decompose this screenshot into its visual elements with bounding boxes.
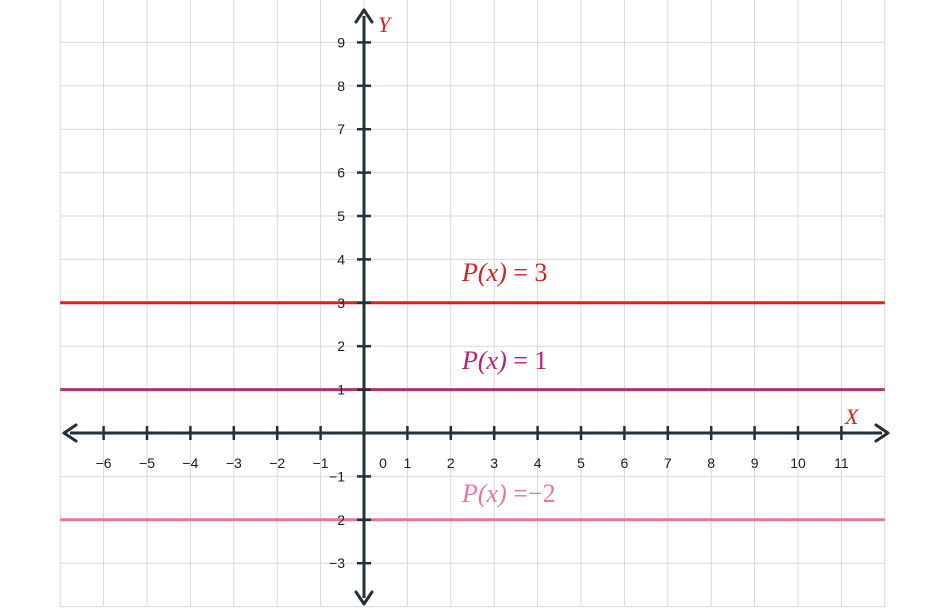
x-tick-label: 3 [490,455,498,471]
y-tick-label: 9 [337,34,345,50]
y-tick-label: 7 [337,121,345,137]
y-tick-label: −1 [329,468,345,484]
y-tick-label: 2 [337,338,345,354]
tick-labels: −6 −5 −4 −3 −2 −1 0 1 2 3 4 5 6 7 8 9 10 11 9 8 7 6 5 4 3 2 1 −1 2 −3 [96,34,849,571]
x-tick-label: −1 [313,455,329,471]
label-m2-rest: =−2 [507,479,556,508]
x-tick-label: 10 [790,455,806,471]
x-tick-label: 4 [534,455,542,471]
y-tick-label: 5 [337,208,345,224]
x-tick-label: 7 [664,455,672,471]
x-tick-label: 2 [447,455,455,471]
axes [62,8,890,606]
x-tick-label: 8 [707,455,715,471]
x-tick-label: 1 [404,455,412,471]
label-p1-func: P(x) [461,346,507,375]
y-tick-label: 4 [337,251,345,267]
y-tick-label: 1 [337,382,345,398]
label-p3-rest: = 3 [507,258,548,287]
y-tick-label: 3 [337,295,345,311]
y-axis-arrow-up-icon [354,8,374,24]
ticks [102,41,843,565]
y-tick-label: −3 [329,555,345,571]
x-tick-label: −3 [226,455,242,471]
x-axis-title: X [844,404,860,429]
y-tick-label: 6 [337,165,345,181]
x-tick-label: 0 [379,455,387,471]
x-tick-label: 9 [751,455,759,471]
y-axis-arrow-down-icon [354,590,374,606]
label-p3-func: P(x) [461,258,507,287]
x-tick-label: −5 [139,455,155,471]
label-m2-func: P(x) [461,479,507,508]
x-tick-label: 5 [577,455,585,471]
series-lines [60,301,885,522]
y-tick-label: 8 [337,78,345,94]
x-tick-label: −2 [269,455,285,471]
x-tick-label: 6 [621,455,629,471]
y-axis-title: Y [378,12,393,37]
x-axis-arrow-right-icon [874,423,890,443]
label-p1-rest: = 1 [507,346,548,375]
x-tick-label: −6 [96,455,112,471]
label-p1: P(x) = 1 [461,346,547,375]
y-tick-label: 2 [337,512,345,528]
label-m2: P(x) =−2 [461,479,556,508]
x-axis-arrow-left-icon [62,423,78,443]
x-tick-label: −4 [182,455,198,471]
label-p3: P(x) = 3 [461,258,547,287]
x-tick-label: 11 [834,455,849,471]
